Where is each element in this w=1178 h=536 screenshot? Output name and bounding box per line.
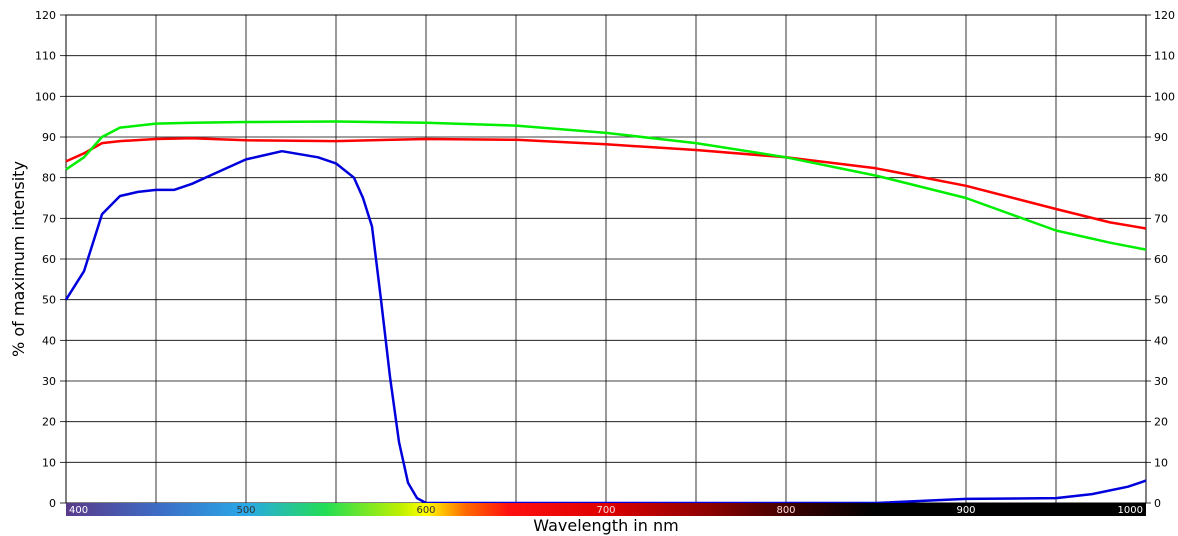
y-axis-left-labels: 0 10 20 30 40 50 60 70 80 90 100 110 120 [35,9,66,510]
y-axis-right-labels: 0 10 20 30 40 50 60 70 80 90 100 110 120 [1146,9,1175,510]
y-tick-left: 120 [35,9,56,22]
x-tick-label: 800 [776,505,795,516]
y-tick-left: 70 [42,212,56,225]
series-layer [64,120,1147,505]
y-tick-right: 50 [1154,294,1168,307]
x-tick-label: 600 [416,505,435,516]
y-tick-right: 20 [1154,416,1168,429]
x-tick-label: 900 [956,505,975,516]
y-tick-left: 20 [42,416,56,429]
y-tick-right: 60 [1154,253,1168,266]
series-line-2 [64,149,1147,505]
spectrum-bar [66,503,1146,516]
y-tick-left: 60 [42,253,56,266]
grid-lines [65,14,1147,504]
x-tick-label: 700 [596,505,615,516]
y-axis-title: % of maximum intensity [9,161,28,357]
y-tick-right: 40 [1154,334,1168,347]
series-line-0 [65,136,1147,230]
y-tick-left: 90 [42,131,56,144]
y-tick-right: 30 [1154,375,1168,388]
x-tick-label: 1000 [1118,505,1143,516]
y-tick-left: 30 [42,375,56,388]
spectrum-tick-labels: 400 500 600 700 800 900 1000 [69,505,1143,516]
y-tick-left: 10 [42,456,56,469]
y-tick-right: 10 [1154,456,1168,469]
y-tick-right: 70 [1154,212,1168,225]
y-tick-left: 80 [42,172,56,185]
y-tick-left: 40 [42,334,56,347]
y-tick-right: 120 [1154,9,1175,22]
x-tick-label: 500 [236,505,255,516]
y-tick-right: 100 [1154,90,1175,103]
y-tick-left: 100 [35,90,56,103]
y-tick-left: 50 [42,294,56,307]
y-tick-right: 80 [1154,172,1168,185]
y-tick-right: 0 [1154,497,1161,510]
series-line-1 [65,120,1147,251]
x-tick-label: 400 [69,505,88,516]
y-tick-right: 90 [1154,131,1168,144]
y-tick-right: 110 [1154,50,1175,63]
y-tick-left: 110 [35,50,56,63]
y-tick-left: 0 [49,497,56,510]
x-axis-title: Wavelength in nm [533,516,678,535]
